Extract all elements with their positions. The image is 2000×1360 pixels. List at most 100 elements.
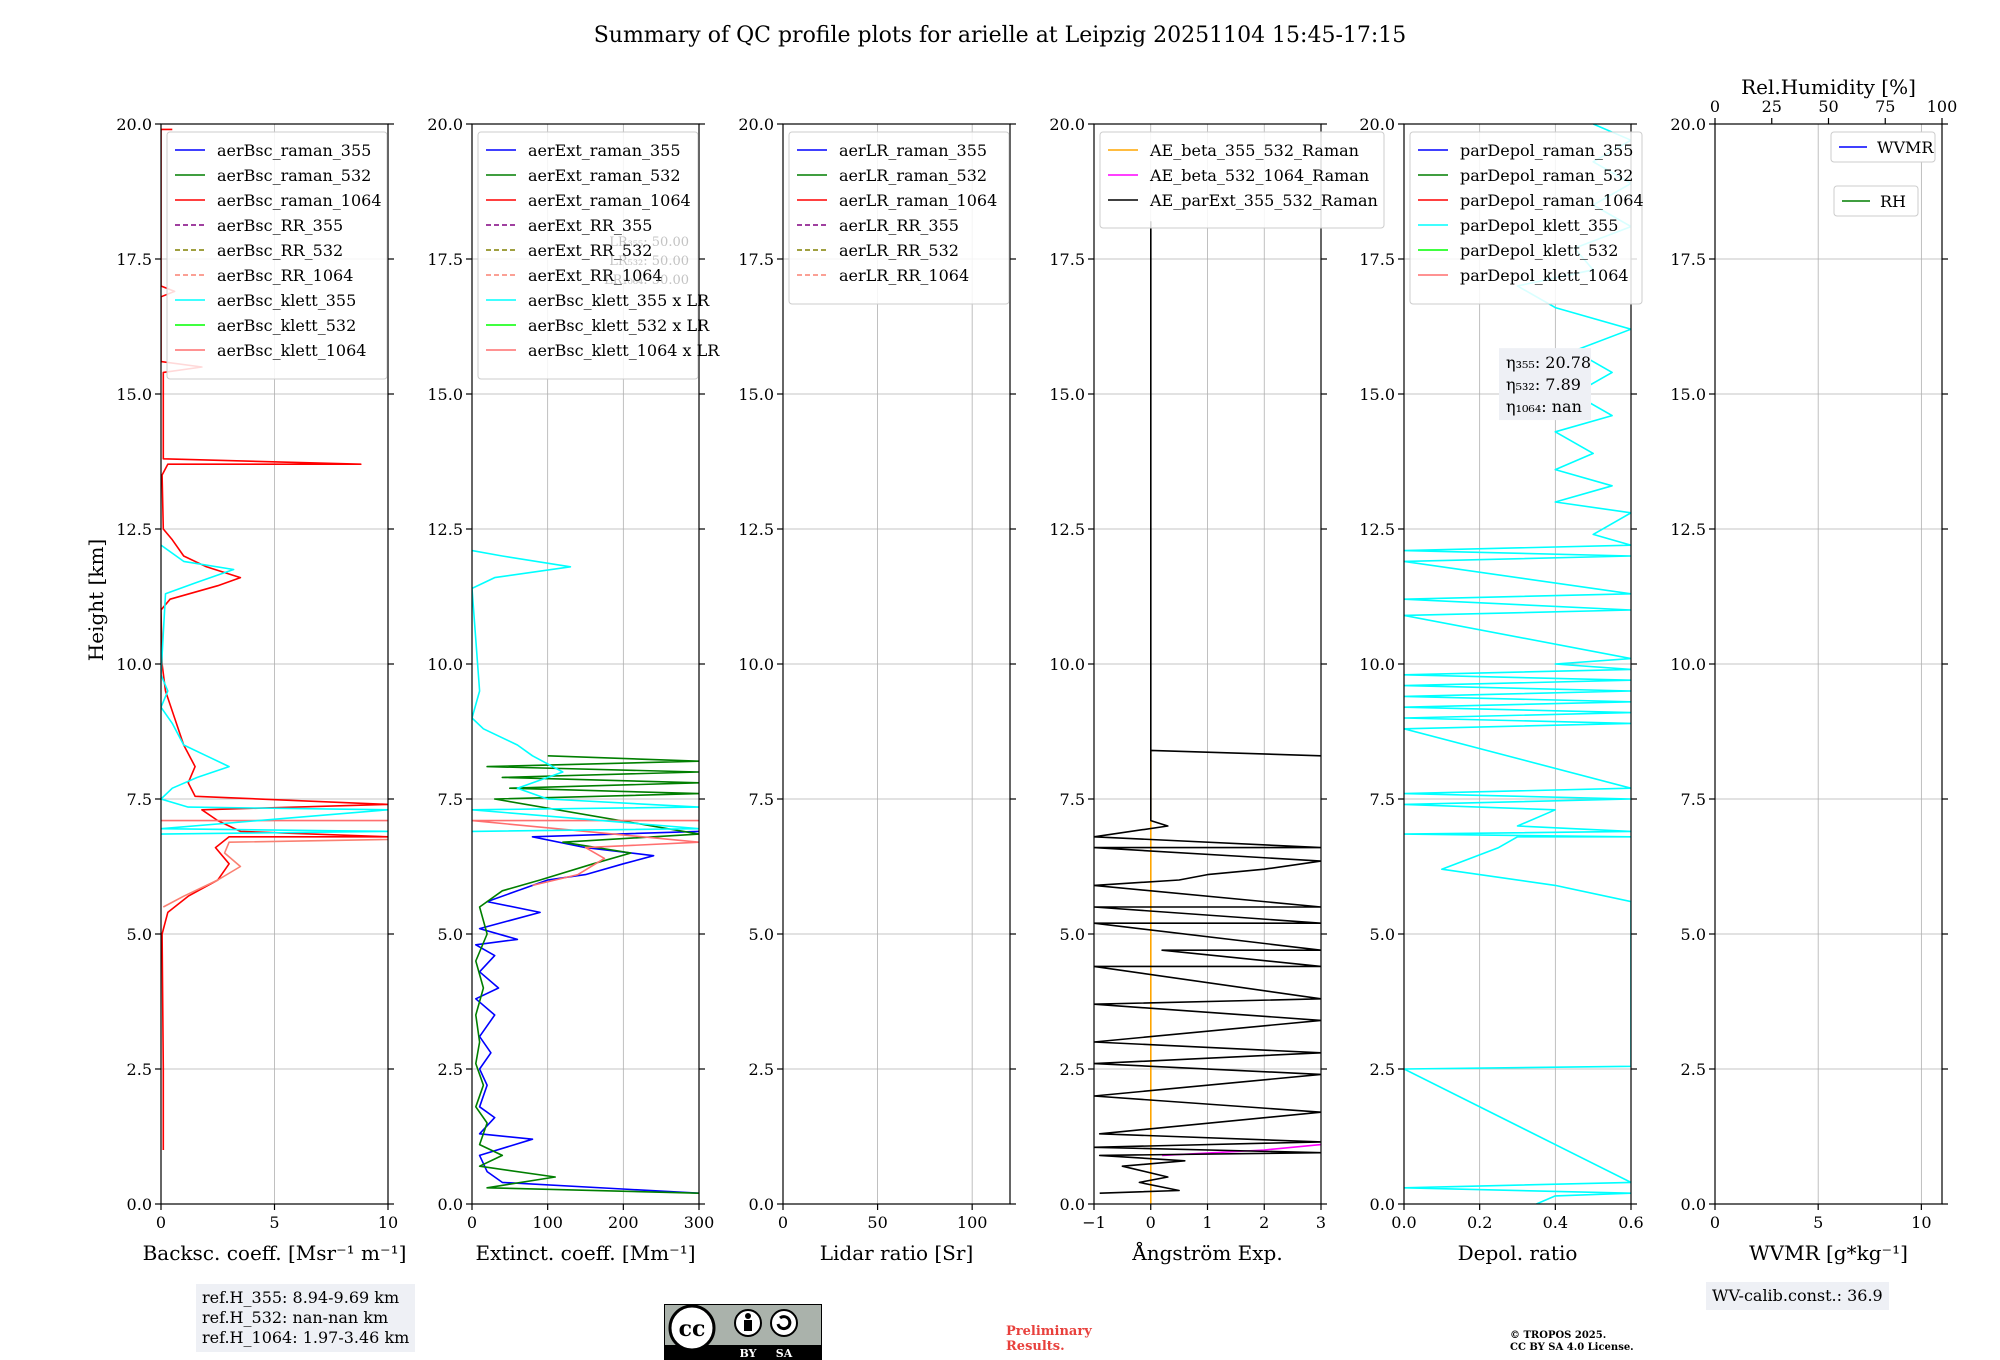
x-tick-label: 1 [1202, 1213, 1212, 1232]
by-label: BY [740, 1347, 757, 1360]
x-axis-label: Depol. ratio [1458, 1241, 1578, 1265]
y-tick-label: 20.0 [116, 115, 152, 134]
y-tick-label: 10.0 [738, 655, 774, 674]
y-tick-label: 15.0 [1049, 385, 1085, 404]
y-tick-label: 7.5 [749, 790, 774, 809]
y-tick-label: 10.0 [1359, 655, 1395, 674]
legend-label: AE_beta_532_1064_Raman [1149, 166, 1369, 185]
legend-label: aerBsc_RR_1064 [217, 266, 353, 285]
panel-bsc: 0.0 2.5 5.0 7.5 10.0 12.5 15.0 17.5 20.0 0 5 10 Back… [116, 115, 406, 1265]
series-line-aerBsc_RR_1064 [162, 838, 388, 908]
panel-dep: 0.0 2.5 5.0 7.5 10.0 12.5 15.0 17.5 20.0 0.0 0.2 0.… [1359, 115, 1643, 1265]
series-line-AE_parExt_355_532_Raman [1094, 749, 1321, 1194]
eta-box-bg [1499, 348, 1591, 421]
series-line-aerExt_raman_532 [474, 755, 699, 1194]
legend: aerLR_raman_355 aerLR_raman_532 aerLR_rama… [788, 131, 1010, 305]
legend-label: aerBsc_klett_1064 x LR [528, 341, 720, 360]
preliminary-note: Preliminary Results. [1006, 1324, 1092, 1354]
legend: aerBsc_raman_355 aerBsc_raman_532 aerBsc_r… [166, 131, 388, 380]
y-tick-label: 5.0 [1370, 925, 1395, 944]
legend-box-RH: RH [1833, 185, 1919, 217]
panel-lr: 0.0 2.5 5.0 7.5 10.0 12.5 15.0 17.5 20.0 0 50 100 Li… [738, 115, 1016, 1265]
top-tick-label: 75 [1875, 97, 1895, 116]
legend-label: aerBsc_raman_1064 [217, 191, 382, 210]
x-tick-label: 0 [1146, 1213, 1156, 1232]
y-tick-label: 10.0 [1670, 655, 1706, 674]
y-tick-label: 5.0 [438, 925, 463, 944]
x-tick-label: 2 [1259, 1213, 1269, 1232]
license-note: © TROPOS 2025. CC BY SA 4.0 License. [1510, 1330, 1634, 1354]
legend-label: parDepol_raman_1064 [1460, 191, 1644, 210]
legend-label: aerExt_raman_1064 [528, 191, 691, 210]
x-tick-label: 5 [1813, 1213, 1823, 1232]
top-tick-label: 25 [1762, 97, 1782, 116]
y-tick-label: 2.5 [1681, 1060, 1706, 1079]
y-tick-label: 10.0 [1049, 655, 1085, 674]
x-tick-label: 0 [778, 1213, 788, 1232]
by-icon-head [745, 1313, 751, 1319]
y-tick-label: 15.0 [738, 385, 774, 404]
legend: aerExt_raman_355 aerExt_raman_532 aerExt_r… [477, 131, 720, 380]
legend-label: parDepol_klett_355 [1460, 216, 1618, 235]
x-tick-label: 50 [867, 1213, 887, 1232]
y-tick-label: 5.0 [1681, 925, 1706, 944]
y-tick-label: 10.0 [116, 655, 152, 674]
legend-label: aerBsc_klett_355 [217, 291, 356, 310]
legend-label: aerLR_raman_1064 [839, 191, 997, 210]
y-tick-label: 20.0 [1049, 115, 1085, 134]
legend-frame [788, 131, 1010, 305]
legend-label: aerLR_RR_532 [839, 241, 959, 260]
figure-title: Summary of QC profile plots for arielle … [594, 23, 1407, 48]
y-tick-label: 12.5 [1049, 520, 1085, 539]
series-group [1094, 221, 1321, 1204]
series-line-aerBsc_klett_355 x LR [472, 549, 699, 833]
ref-line-1064: ref.H_1064: 1.97-3.46 km [202, 1328, 410, 1347]
x-tick-label: 0 [156, 1213, 166, 1232]
legend-label: aerBsc_klett_1064 [217, 341, 366, 360]
legend-label: WVMR [1877, 138, 1934, 157]
y-tick-label: 7.5 [1060, 790, 1085, 809]
y-tick-label: 15.0 [427, 385, 463, 404]
legend-label: aerBsc_RR_355 [217, 216, 343, 235]
y-tick-label: 5.0 [127, 925, 152, 944]
legend-label: aerExt_RR_1064 [528, 266, 663, 285]
y-tick-label: 12.5 [1359, 520, 1395, 539]
license-line-2: CC BY SA 4.0 License. [1510, 1342, 1634, 1353]
legend-label: aerExt_raman_532 [528, 166, 681, 185]
y-tick-label: 12.5 [116, 520, 152, 539]
legend-label: aerBsc_RR_532 [217, 241, 343, 260]
legend-label: aerLR_raman_355 [839, 141, 987, 160]
legend-frame [1099, 131, 1385, 229]
y-tick-label: 15.0 [1670, 385, 1706, 404]
legend-label: parDepol_klett_1064 [1460, 266, 1629, 285]
x-tick-label: 100 [957, 1213, 988, 1232]
legend-frame [1833, 185, 1919, 217]
y-axis-label: Height [km] [84, 539, 108, 661]
x-tick-label: 3 [1316, 1213, 1326, 1232]
legend-label: aerLR_RR_355 [839, 216, 959, 235]
eta-label: η₅₃₂: 7.89 [1506, 375, 1581, 394]
x-tick-label: 10 [378, 1213, 398, 1232]
legend-label: aerExt_RR_532 [528, 241, 652, 260]
legend-label: parDepol_raman_355 [1460, 141, 1633, 160]
legend-label: RH [1880, 192, 1906, 211]
legend-frame [166, 131, 388, 380]
y-tick-label: 17.5 [738, 250, 774, 269]
wv-calibration-box: WV-calib.const.: 36.9 [1706, 1282, 1889, 1310]
x-axis-label: Extinct. coeff. [Mm⁻¹] [475, 1241, 695, 1265]
y-tick-label: 0.0 [127, 1195, 152, 1214]
y-tick-label: 0.0 [1370, 1195, 1395, 1214]
y-tick-label: 20.0 [427, 115, 463, 134]
top-tick-label: 50 [1818, 97, 1838, 116]
series-line-aerBsc_klett_1064 x LR [472, 819, 699, 887]
y-tick-label: 20.0 [1670, 115, 1706, 134]
y-tick-label: 20.0 [1359, 115, 1395, 134]
panels: 0.02.55.07.510.012.515.017.520.00 5 10Back… [116, 75, 1957, 1265]
y-tick-label: 2.5 [438, 1060, 463, 1079]
legend-frame [477, 131, 699, 380]
series-line-aerBsc_klett_355 [161, 544, 388, 835]
x-tick-label: 10 [1911, 1213, 1931, 1232]
sa-icon [770, 1309, 798, 1337]
legend: parDepol_raman_355 parDepol_raman_532 parD… [1409, 131, 1644, 305]
